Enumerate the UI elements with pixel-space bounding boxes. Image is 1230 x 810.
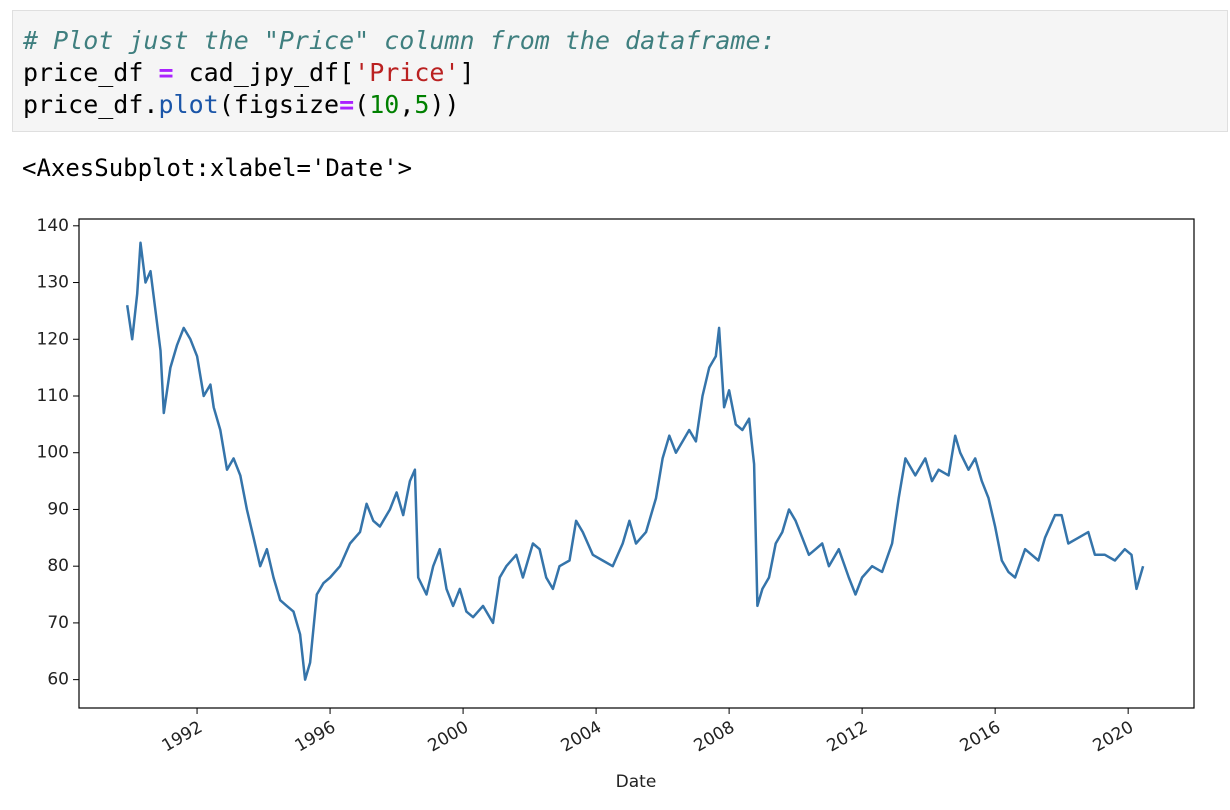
code-token: ] [459, 58, 475, 87]
code: # Plot just the "Price" column from the … [13, 11, 1227, 135]
x-tick-label: 2008 [691, 717, 738, 756]
y-tick-label: 60 [47, 670, 69, 690]
code-token: 'Price' [354, 58, 460, 87]
code-token: 5 [414, 90, 430, 119]
y-tick-label: 130 [37, 273, 69, 293]
y-tick-label: 80 [47, 556, 69, 576]
y-tick-label: 110 [37, 386, 69, 406]
code-token: price_df. [23, 90, 159, 119]
code-token: # Plot just the "Price" column from the … [23, 26, 776, 55]
code-token: = [339, 90, 355, 119]
x-tick-label: 2004 [558, 717, 605, 756]
x-tick-label: 2000 [425, 717, 472, 756]
y-tick-label: 140 [37, 216, 69, 236]
code-token: 10 [369, 90, 400, 119]
code-token: )) [429, 90, 460, 119]
y-tick-label: 70 [47, 613, 69, 633]
code-token: (figsize [218, 90, 340, 119]
code-token: , [399, 90, 415, 119]
x-tick-label: 2016 [957, 717, 1004, 756]
axes-frame [78, 218, 1195, 709]
y-tick-label: 90 [47, 499, 69, 519]
x-tick-label: 1996 [292, 717, 339, 756]
y-tick-label: 100 [37, 443, 69, 463]
x-tick-label: 2012 [824, 717, 871, 756]
output-text: <AxesSubplot:xlabel='Date'> [22, 154, 413, 182]
code-token: ( [354, 90, 370, 119]
code-cell[interactable]: # Plot just the "Price" column from the … [12, 10, 1228, 132]
y-tick-label: 120 [37, 329, 69, 349]
code-token: = [158, 58, 174, 87]
price-line [125, 241, 1145, 681]
code-token: cad_jpy_df[ [173, 58, 355, 87]
x-tick-label: 1992 [159, 717, 206, 756]
code-token: plot [158, 90, 219, 119]
code-token: price_df [23, 58, 159, 87]
x-tick-label: 2020 [1090, 717, 1137, 756]
x-axis-label: Date [616, 772, 657, 792]
